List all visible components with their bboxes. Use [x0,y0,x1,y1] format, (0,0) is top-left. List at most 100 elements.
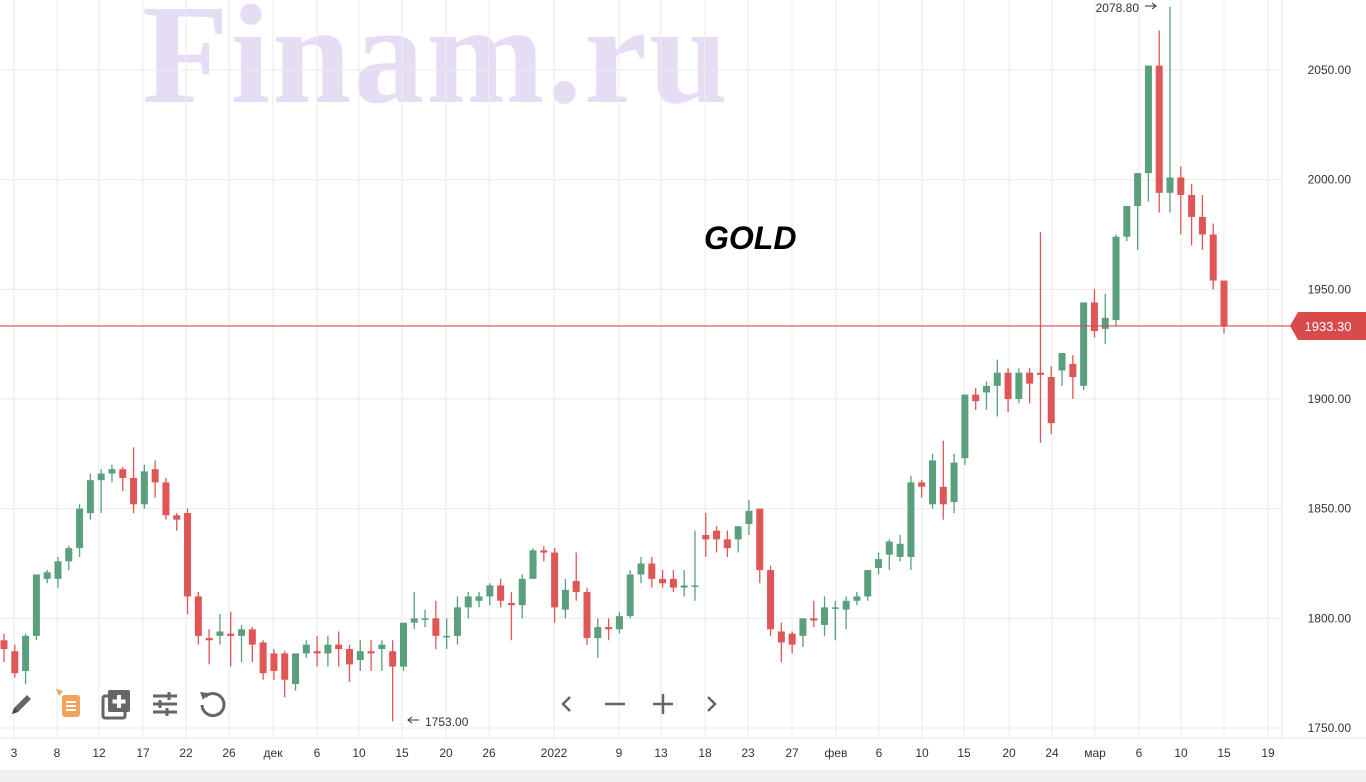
candle-up [993,372,1001,386]
candle-down [270,653,278,671]
candle-down [605,627,613,630]
candle-up [518,578,526,606]
high-arrow-icon [1145,2,1157,10]
candle-down [1047,377,1055,424]
x-tick-label: 13 [654,746,668,760]
candle-up [1058,352,1066,371]
x-tick-label: 26 [482,746,496,760]
candle-up [896,543,904,557]
x-tick-label: 15 [395,746,409,760]
candle-up [928,460,936,505]
candle-up [1134,173,1142,206]
x-tick-label: 19 [1261,746,1275,760]
candle-up [1123,205,1131,237]
candle-up [831,607,839,609]
y-axis: 2050.00 2000.00 1950.00 1900.00 1850.00 1800.… [1308,63,1352,735]
candle-up [32,574,40,636]
candle-down [497,585,505,601]
candle-down [313,651,321,654]
x-tick-label: фев [825,746,848,760]
candle-down [367,651,375,654]
candle-up [734,526,742,540]
candle-down [713,530,721,540]
candle-down [972,394,980,402]
candle-up [875,559,883,568]
candle-up [464,596,472,608]
y-tick-label: 2000.00 [1308,173,1352,187]
candle-up [65,548,73,562]
watermark-text: Finam.ru [142,0,730,133]
candle-down [1155,65,1163,193]
candles [0,6,1228,722]
low-price-label: 1753.00 [425,715,469,729]
x-tick-label: 24 [1045,746,1059,760]
zoom-out-icon[interactable] [595,684,635,724]
candle-down [788,633,796,645]
scrollbar-track[interactable] [0,770,1366,782]
candle-down [335,644,343,650]
candle-down [389,651,397,667]
candle-up [216,631,224,636]
chart-grid [0,0,1366,739]
candle-down [702,534,710,540]
y-tick-label: 1950.00 [1308,282,1352,296]
candle-down [173,515,181,520]
candle-up [378,644,386,650]
x-tick-label: 15 [957,746,971,760]
candle-down [1036,372,1044,375]
y-tick-label: 1800.00 [1308,611,1352,625]
candle-up [399,622,407,667]
candle-up [799,618,807,636]
candle-down [205,638,213,641]
candle-up [238,629,246,636]
candle-up [594,627,602,639]
y-tick-label: 1750.00 [1308,721,1352,735]
candle-up [1015,372,1023,399]
add-indicator-icon[interactable] [96,684,136,724]
candle-up [43,572,51,579]
x-tick-label: 3 [11,746,18,760]
candle-down [259,642,267,674]
candle-down [345,649,353,665]
candle-up [486,585,494,597]
candle-up [54,561,62,579]
candle-down [507,602,515,606]
x-tick-label: 17 [136,746,150,760]
candle-down [1198,216,1206,235]
candle-down [572,581,580,593]
candle-down [939,486,947,505]
x-tick-label: 9 [616,746,623,760]
x-tick-label: 15 [1217,746,1231,760]
candle-up [76,508,84,549]
x-tick-label: 8 [54,746,61,760]
zoom-in-icon[interactable] [643,684,683,724]
candle-down [540,550,548,553]
candle-down [194,596,202,636]
settings-sliders-icon[interactable] [145,684,185,724]
candle-up [1112,236,1120,321]
candle-down [1209,234,1217,281]
x-tick-label: 12 [92,746,106,760]
reset-icon[interactable] [193,684,233,724]
chevron-right-icon[interactable] [691,684,731,724]
candle-up [22,635,30,671]
candle-up [691,585,699,587]
candle-down [659,578,667,584]
candle-up [626,574,634,617]
candle-up [86,480,94,514]
chevron-left-icon[interactable] [547,684,587,724]
candle-down [583,592,591,639]
x-tick-label: 6 [314,746,321,760]
candle-down [184,513,192,597]
current-price-label: 1933.30 [1305,319,1352,334]
y-tick-label: 2050.00 [1308,63,1352,77]
candle-up [453,607,461,636]
candle-up [680,585,688,588]
notes-icon[interactable] [48,684,88,724]
candle-up [324,644,332,654]
candle-down [648,563,656,579]
candle-down [1004,372,1012,399]
pencil-icon[interactable] [2,684,42,724]
x-axis: 3 8 12 17 22 26 дек 6 10 15 20 26 2022 9 13 18 23 27 фев 6 1… [11,746,1275,760]
